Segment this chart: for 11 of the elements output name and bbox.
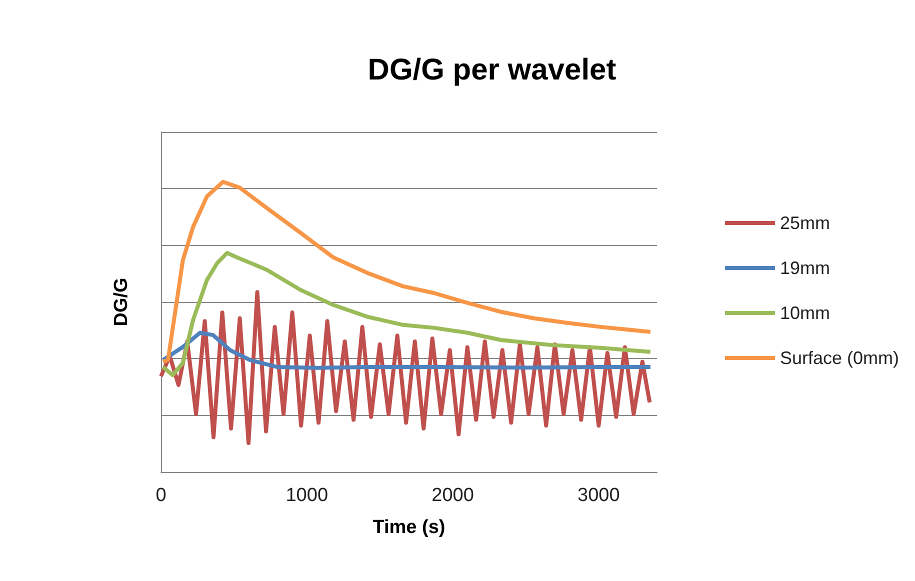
chart-title: DG/G per wavelet — [368, 54, 616, 86]
legend-label: 10mm — [780, 303, 830, 323]
x-axis-title: Time (s) — [372, 517, 446, 538]
y-axis-title: DG/G — [111, 278, 132, 326]
x-tick-label: 2000 — [432, 485, 474, 506]
x-tick-label: 3000 — [578, 485, 620, 506]
x-tick-label: 1000 — [286, 485, 328, 506]
legend-label: 25mm — [780, 213, 830, 233]
legend-label: Surface (0mm) — [780, 348, 900, 368]
x-tick-label: 0 — [156, 485, 166, 506]
legend-label: 19mm — [780, 258, 830, 278]
